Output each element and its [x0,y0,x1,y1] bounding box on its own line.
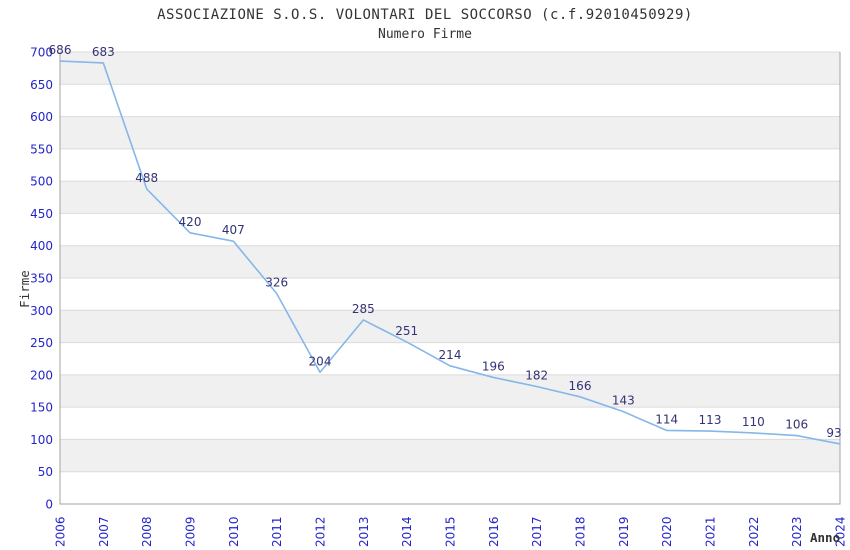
data-point-label: 93 [826,426,841,440]
data-point-label: 196 [482,359,505,373]
data-point-label: 686 [49,43,72,57]
data-point-label: 420 [179,215,202,229]
x-tick-label: 2008 [140,516,154,547]
data-point-label: 251 [395,324,418,338]
x-tick-label: 2011 [270,516,284,547]
y-tick-label: 0 [45,498,53,512]
plot-band [60,342,840,375]
plot-band [60,148,840,182]
data-point-label: 106 [785,418,808,432]
data-point-label: 114 [655,412,678,426]
data-point-label: 110 [742,415,765,429]
chart-subtitle: Numero Firme [378,27,472,42]
x-tick-label: 2022 [747,516,761,547]
y-tick-label: 500 [30,175,53,189]
data-point-label: 285 [352,302,375,316]
y-tick-label: 200 [30,368,53,382]
x-tick-label: 2017 [530,516,544,547]
plot-border [59,52,841,505]
x-tick-label: 2012 [314,516,328,547]
y-tick-label: 350 [30,272,53,286]
data-point-label: 407 [222,223,245,237]
y-tick-label: 300 [30,304,53,318]
x-tick-label: 2014 [400,516,414,547]
data-point-label: 143 [612,394,635,408]
x-tick-label: 2020 [660,516,674,547]
y-axis-title: Firme [17,270,32,308]
y-tick-label: 550 [30,142,53,156]
x-tick-label: 2024 [834,516,848,547]
y-tick-label: 450 [30,207,53,221]
data-point-label: 326 [265,275,288,289]
plot-band [60,52,840,85]
y-tick-label: 600 [30,110,53,124]
plot-band [60,245,840,278]
x-tick-label: 2019 [617,516,631,547]
plot-band [60,374,840,408]
x-tick-label: 2015 [444,516,458,547]
data-point-label: 113 [699,413,722,427]
y-tick-label: 700 [30,46,53,60]
plot-band [60,471,840,504]
x-tick-label: 2013 [357,516,371,547]
plot-band [60,407,840,440]
x-tick-label: 2007 [97,516,111,547]
x-tick-label: 2006 [54,516,68,547]
plot-band [60,84,840,117]
y-tick-label: 150 [30,401,53,415]
plot-band [60,116,840,149]
y-tick-label: 50 [38,465,53,479]
data-point-label: 182 [525,368,548,382]
x-tick-label: 2009 [184,516,198,547]
y-tick-label: 650 [30,78,53,92]
y-tick-label: 100 [30,433,53,447]
data-point-label: 683 [92,45,115,59]
x-axis-title: Anno [810,530,840,545]
x-tick-label: 2021 [704,516,718,547]
chart-title: ASSOCIAZIONE S.O.S. VOLONTARI DEL SOCCOR… [157,7,693,23]
y-tick-label: 250 [30,336,53,350]
x-tick-label: 2018 [574,516,588,547]
y-tick-label: 400 [30,239,53,253]
plot-band [60,310,840,343]
plot-band [60,278,840,311]
x-tick-label: 2016 [487,516,501,547]
data-point-label: 214 [439,348,462,362]
plot-band [60,181,840,214]
plot-band [60,439,840,472]
data-point-label: 166 [569,379,592,393]
data-point-label: 488 [135,171,158,185]
series-line-numero-firme [59,60,841,445]
x-tick-label: 2023 [790,516,804,547]
x-tick-label: 2010 [227,516,241,547]
data-point-label: 204 [309,354,332,368]
plot-band [60,213,840,246]
